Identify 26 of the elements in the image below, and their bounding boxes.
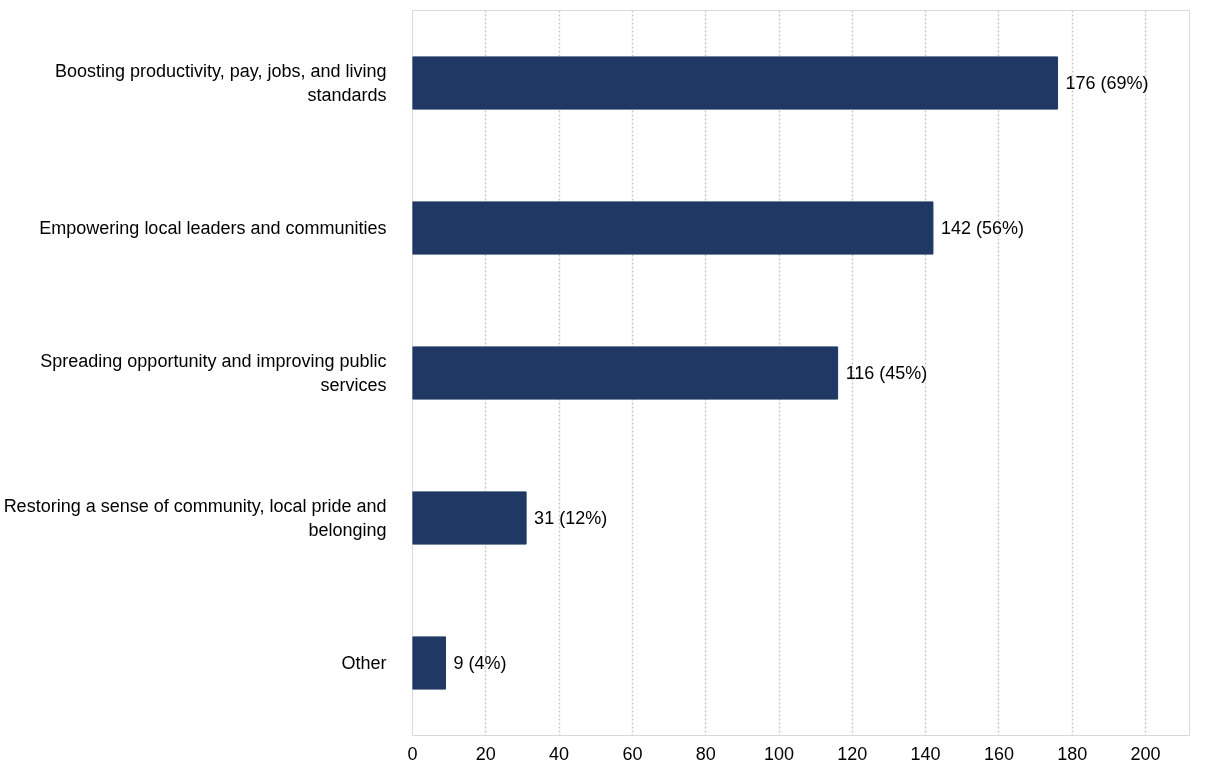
y-tick-label: Boosting productivity, pay, jobs, and living standards	[54, 61, 387, 105]
x-tick-label: 140	[910, 743, 941, 762]
data-label: 142 (56%)	[940, 218, 1025, 238]
x-tick-label: 160	[983, 743, 1014, 762]
bar	[412, 636, 446, 690]
y-tick-label: Empowering local leaders and communities	[39, 218, 387, 238]
x-tick-label: 20	[475, 743, 496, 762]
y-tick-label: Spreading opportunity and improving public services	[40, 351, 387, 395]
bar	[412, 491, 527, 545]
x-tick-label: 60	[622, 743, 643, 762]
bar	[412, 201, 934, 255]
data-label: 31 (12%)	[534, 508, 608, 528]
x-tick-label: 100	[763, 743, 795, 762]
x-tick-label: 0	[407, 743, 418, 762]
x-tick-label: 120	[837, 743, 868, 762]
bar	[412, 346, 839, 400]
data-label: 116 (45%)	[845, 363, 928, 383]
data-label: 9 (4%)	[453, 653, 507, 673]
x-tick-label: 180	[1057, 743, 1088, 762]
y-tick-label: Other	[341, 653, 387, 673]
x-tick-label: 40	[549, 743, 570, 762]
y-tick-label: Restoring a sense of community, local pride and belonging	[3, 496, 387, 540]
x-tick-label: 200	[1130, 743, 1161, 762]
data-label: 176 (69%)	[1065, 73, 1149, 93]
x-tick-label: 80	[695, 743, 716, 762]
bar	[412, 56, 1059, 110]
